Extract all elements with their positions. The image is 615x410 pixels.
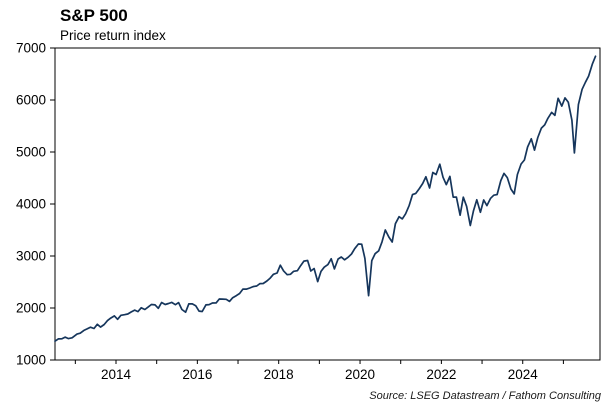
price-line: [54, 55, 597, 343]
x-axis-label: 2022: [426, 367, 456, 382]
chart-subtitle: Price return index: [60, 28, 166, 43]
y-axis-label: 4000: [16, 197, 46, 212]
chart-title: S&P 500: [60, 6, 128, 25]
source-note: Source: LSEG Datastream / Fathom Consult…: [369, 390, 601, 402]
y-axis-label: 2000: [16, 301, 46, 316]
x-axis-label: 2020: [345, 367, 375, 382]
x-axis-label: 2016: [182, 367, 212, 382]
x-axis-label: 2014: [101, 367, 132, 382]
x-axis-label: 2018: [264, 367, 294, 382]
y-axis-label: 6000: [16, 93, 46, 108]
y-axis-label: 1000: [16, 353, 46, 368]
y-axis-label: 3000: [16, 249, 46, 264]
x-axis-label: 2024: [508, 367, 539, 382]
y-axis-label: 7000: [16, 41, 46, 56]
y-axis-label: 5000: [16, 145, 46, 160]
plot-frame: [54, 47, 601, 361]
